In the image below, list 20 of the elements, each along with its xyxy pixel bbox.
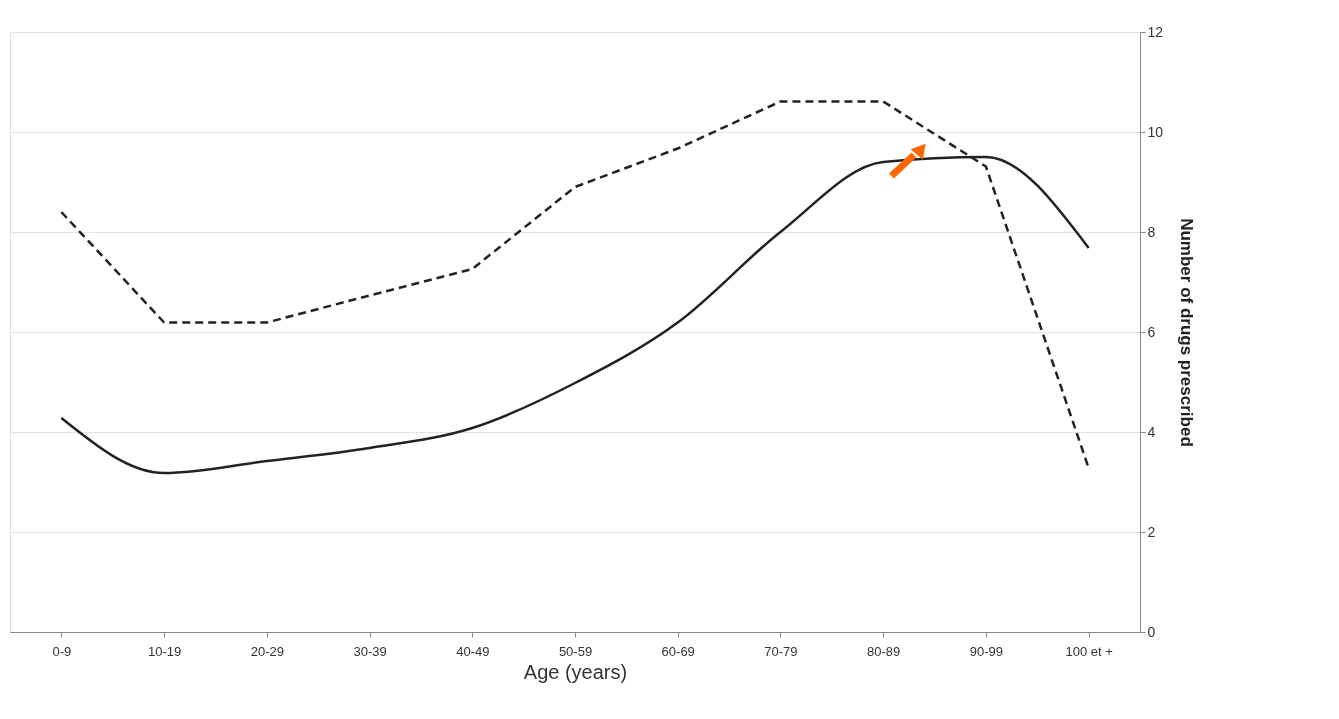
x-tick-label: 10-19 [147, 643, 182, 659]
y-tick-label: 2 [1147, 523, 1156, 540]
y-tick-label: 6 [1147, 323, 1156, 340]
y-tick-label: 12 [1147, 23, 1164, 40]
x-tick-label: 50-59 [558, 643, 593, 659]
x-tick-label: 90-99 [969, 643, 1004, 659]
y-axis-title: Number of drugs prescribed [1177, 218, 1197, 447]
x-tick-label: 40-49 [456, 643, 490, 659]
x-tick-label: 20-29 [250, 643, 284, 659]
x-axis-title: Age (years) [523, 660, 628, 683]
y-tick-label: 4 [1147, 423, 1156, 440]
x-tick-label: 70-79 [764, 643, 798, 659]
x-tick-label: 100 et + [1065, 643, 1113, 659]
x-tick-label: 80-89 [867, 643, 901, 659]
y-tick-label: 10 [1147, 123, 1164, 140]
x-tick-label: 30-39 [353, 643, 387, 659]
y-tick-label: 8 [1147, 223, 1156, 240]
x-tick-label: 0-9 [52, 643, 72, 659]
y-tick-label: 0 [1147, 623, 1156, 640]
x-tick-label: 60-69 [661, 643, 695, 659]
